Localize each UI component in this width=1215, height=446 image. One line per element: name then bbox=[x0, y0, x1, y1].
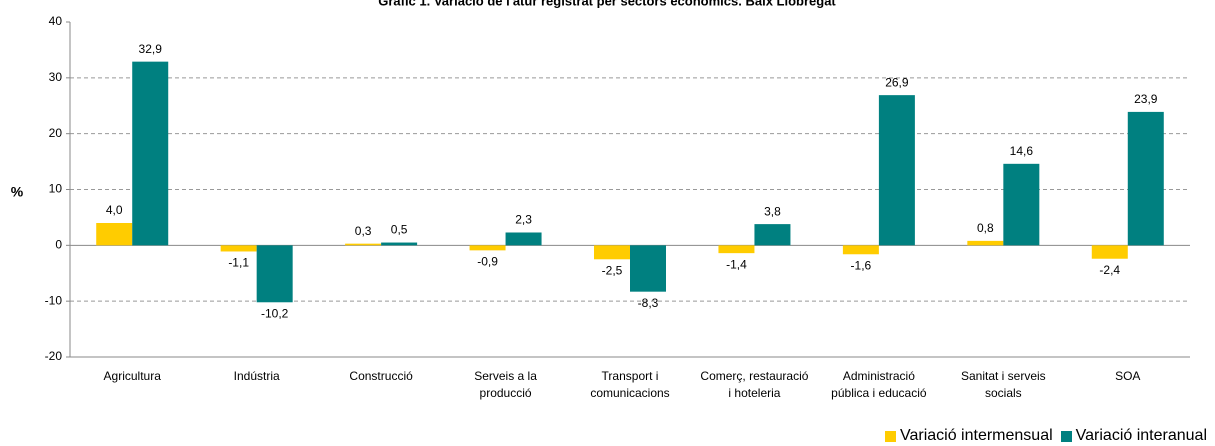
chart-title: Gràfic 1. Variació de l'atur registrat p… bbox=[378, 0, 836, 8]
legend-swatch bbox=[884, 430, 896, 442]
x-tick-label: SOA bbox=[1115, 369, 1141, 383]
legend-swatch bbox=[1060, 430, 1072, 442]
bar bbox=[878, 95, 915, 246]
x-tick-label: Serveis a la producció bbox=[474, 369, 537, 400]
bar bbox=[345, 243, 382, 246]
bar bbox=[381, 242, 418, 246]
bar bbox=[1091, 245, 1128, 259]
y-tick-label: -10 bbox=[45, 293, 63, 307]
x-tick-label: Construcció bbox=[349, 369, 413, 383]
legend-label: Variació interanual bbox=[1075, 427, 1207, 444]
x-tick-label: Agricultura bbox=[103, 369, 161, 383]
data-label: 26,9 bbox=[885, 75, 909, 89]
data-label: 23,9 bbox=[1134, 92, 1158, 106]
data-label: -1,1 bbox=[228, 256, 249, 270]
y-tick-label: 10 bbox=[49, 182, 63, 196]
bar bbox=[754, 224, 791, 246]
data-label: 32,9 bbox=[139, 42, 163, 56]
bar bbox=[630, 245, 666, 292]
x-tick-label: Transport i comunicacions bbox=[590, 369, 670, 400]
data-label: -2,5 bbox=[602, 263, 623, 277]
bar bbox=[96, 223, 133, 246]
data-label: -2,4 bbox=[1099, 263, 1120, 277]
data-label: 0,8 bbox=[977, 221, 994, 235]
bar bbox=[256, 245, 293, 303]
bar bbox=[132, 61, 169, 246]
bar bbox=[220, 245, 257, 252]
x-tick-label: Indústria bbox=[233, 369, 280, 383]
legend-label: Variació intermensual bbox=[899, 427, 1053, 444]
y-axis-label: % bbox=[11, 184, 24, 200]
data-label: 3,8 bbox=[764, 204, 781, 218]
bar bbox=[967, 240, 1004, 246]
legend: Variació intermensual Variació interanual bbox=[884, 427, 1211, 445]
data-label: 0,5 bbox=[391, 223, 408, 237]
data-label: -1,4 bbox=[726, 257, 747, 271]
bar bbox=[842, 245, 879, 255]
y-tick-label: -20 bbox=[45, 349, 63, 363]
data-label: 14,6 bbox=[1010, 144, 1034, 158]
x-tick-label: Administració pública i educació bbox=[831, 369, 927, 400]
bar bbox=[1127, 111, 1164, 246]
y-tick-label: 30 bbox=[49, 70, 63, 84]
bar bbox=[469, 245, 506, 251]
y-tick-label: 0 bbox=[55, 238, 62, 252]
bar bbox=[1003, 163, 1040, 246]
x-tick-label: Sanitat i serveis socials bbox=[960, 369, 1046, 400]
x-tick-label: Comerç, restauració i hoteleria bbox=[700, 369, 809, 400]
data-label: 0,3 bbox=[355, 224, 372, 238]
y-tick-label: 20 bbox=[49, 126, 63, 140]
data-label: -0,9 bbox=[477, 255, 498, 269]
data-label: -1,6 bbox=[851, 258, 872, 272]
bar bbox=[505, 232, 542, 246]
bar bbox=[594, 245, 630, 260]
bar bbox=[718, 245, 755, 254]
data-label: 2,3 bbox=[515, 213, 532, 227]
data-label: 4,0 bbox=[106, 203, 123, 217]
data-label: -8,3 bbox=[638, 296, 659, 310]
y-tick-label: 40 bbox=[49, 14, 63, 28]
data-label: -10,2 bbox=[261, 306, 289, 320]
